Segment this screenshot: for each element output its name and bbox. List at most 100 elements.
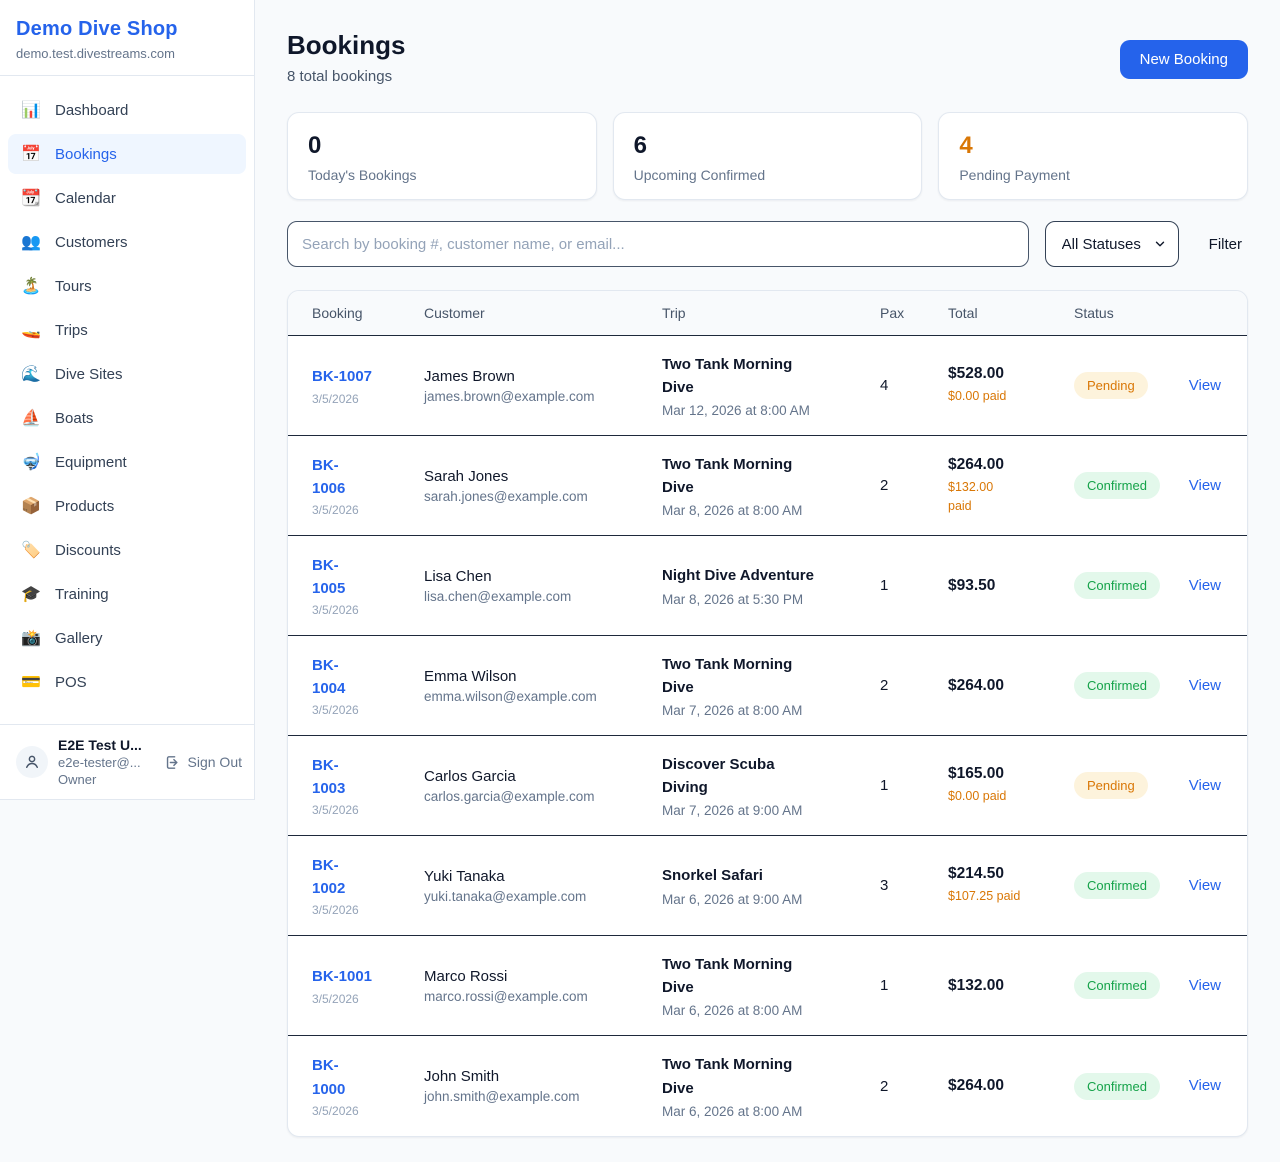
booking-id-link[interactable]: BK- 1006: [312, 456, 346, 497]
filters-row: All Statuses Filter: [287, 221, 1248, 267]
sidebar-item-label: Bookings: [55, 145, 117, 163]
sidebar: Demo Dive Shop demo.test.divestreams.com…: [0, 0, 255, 800]
user-meta: E2E Test U... e2e-tester@... Owner: [58, 737, 154, 787]
customer-name: Yuki Tanaka: [424, 867, 505, 885]
customer-name: John Smith: [424, 1068, 500, 1085]
view-link[interactable]: View: [1188, 376, 1221, 394]
sailboat-icon: ⛵: [21, 410, 41, 427]
booking-id-link[interactable]: BK- 1000: [312, 1057, 346, 1098]
calendar-icon: 📅: [21, 146, 41, 163]
trip-datetime: Mar 8, 2026 at 8:00 AM: [662, 503, 803, 519]
paid-amount: $132.00 paid: [948, 479, 994, 513]
sidebar-item-label: Discounts: [55, 541, 121, 559]
status-badge: Confirmed: [1074, 872, 1160, 899]
stat-card-upcoming-confirmed: 6 Upcoming Confirmed: [612, 112, 923, 200]
sidebar-item-dive-sites[interactable]: 🌊 Dive Sites: [8, 354, 246, 394]
sidebar-item-label: Equipment: [55, 453, 127, 471]
table-row: BK- 1006 3/5/2026 Sarah Jones sarah.jone…: [288, 436, 1247, 536]
trip-datetime: Mar 7, 2026 at 9:00 AM: [662, 803, 803, 819]
status-badge: Confirmed: [1074, 572, 1160, 599]
user-footer: E2E Test U... e2e-tester@... Owner Sign …: [0, 724, 254, 799]
booking-date: 3/5/2026: [312, 603, 359, 618]
sidebar-item-label: Boats: [55, 409, 94, 427]
sidebar-item-label: Gallery: [55, 629, 103, 647]
total-amount: $132.00: [948, 976, 1005, 994]
pax-count: 2: [880, 1077, 889, 1095]
sidebar-item-gallery[interactable]: 📸 Gallery: [8, 618, 246, 658]
trip-name: Two Tank Morning Dive: [662, 955, 793, 996]
stat-label: Pending Payment: [959, 167, 1070, 183]
trip-datetime: Mar 12, 2026 at 8:00 AM: [662, 403, 810, 419]
trip-name: Two Tank Morning Dive: [662, 1056, 793, 1097]
view-link[interactable]: View: [1188, 876, 1221, 894]
sidebar-item-calendar[interactable]: 📆 Calendar: [8, 178, 246, 218]
stat-label: Upcoming Confirmed: [633, 167, 766, 183]
col-pax: Pax: [880, 305, 905, 321]
sidebar-item-tours[interactable]: 🏝️ Tours: [8, 266, 246, 306]
package-icon: 📦: [21, 498, 41, 515]
view-link[interactable]: View: [1188, 676, 1221, 694]
paid-amount: $0.00 paid: [948, 389, 1007, 404]
sidebar-item-discounts[interactable]: 🏷️ Discounts: [8, 530, 246, 570]
trip-datetime: Mar 6, 2026 at 8:00 AM: [662, 1103, 803, 1119]
sidebar-item-boats[interactable]: ⛵ Boats: [8, 398, 246, 438]
trip-name: Discover Scuba Diving: [662, 755, 775, 796]
booking-date: 3/5/2026: [312, 991, 359, 1006]
table-row: BK- 1000 3/5/2026 John Smith john.smith@…: [288, 1036, 1247, 1136]
bookings-table: Booking Customer Trip Pax Total Status B…: [287, 290, 1248, 1137]
view-link[interactable]: View: [1188, 576, 1221, 594]
island-icon: 🏝️: [21, 278, 41, 295]
booking-date: 3/5/2026: [312, 803, 359, 818]
pax-count: 2: [880, 477, 889, 494]
bar-chart-icon: 📊: [21, 102, 41, 119]
booking-id-link[interactable]: BK-1001: [312, 968, 373, 986]
pax-count: 2: [880, 677, 889, 694]
view-link[interactable]: View: [1188, 976, 1221, 994]
col-trip: Trip: [662, 305, 686, 321]
table-row: BK- 1005 3/5/2026 Lisa Chen lisa.chen@ex…: [288, 536, 1247, 636]
booking-id-link[interactable]: BK-1007: [312, 368, 373, 386]
status-select[interactable]: All Statuses: [1044, 221, 1179, 267]
sidebar-item-bookings[interactable]: 📅 Bookings: [8, 134, 246, 174]
search-input[interactable]: [287, 221, 1029, 267]
sidebar-item-equipment[interactable]: 🤿 Equipment: [8, 442, 246, 482]
booking-id-link[interactable]: BK- 1003: [312, 756, 346, 797]
stat-value: 0: [308, 132, 322, 159]
people-icon: 👥: [21, 234, 41, 251]
col-booking: Booking: [312, 305, 363, 321]
total-amount: $264.00: [948, 455, 1005, 473]
tear-off-calendar-icon: 📆: [21, 190, 41, 207]
booking-id-link[interactable]: BK- 1002: [312, 856, 346, 897]
booking-id-link[interactable]: BK- 1004: [312, 656, 346, 697]
pax-count: 1: [880, 977, 889, 994]
booking-id-link[interactable]: BK- 1005: [312, 556, 346, 597]
sidebar-item-dashboard[interactable]: 📊 Dashboard: [8, 90, 246, 130]
sidebar-item-pos[interactable]: 💳 POS: [8, 662, 246, 702]
page-subtitle: 8 total bookings: [287, 68, 393, 85]
customer-email: james.brown@example.com: [424, 388, 595, 404]
sidebar-item-customers[interactable]: 👥 Customers: [8, 222, 246, 262]
logout-icon: [166, 755, 177, 769]
user-email: e2e-tester@...: [58, 755, 141, 770]
trip-datetime: Mar 6, 2026 at 8:00 AM: [662, 1003, 803, 1019]
status-badge: Pending: [1074, 772, 1148, 799]
filter-button[interactable]: Filter: [1208, 235, 1242, 253]
sign-out-button[interactable]: Sign Out: [164, 754, 242, 771]
sidebar-item-trips[interactable]: 🚤 Trips: [8, 310, 246, 350]
booking-date: 3/5/2026: [312, 1103, 359, 1118]
view-link[interactable]: View: [1188, 776, 1221, 794]
status-badge: Confirmed: [1074, 672, 1160, 699]
sidebar-item-training[interactable]: 🎓 Training: [8, 574, 246, 614]
pax-count: 1: [880, 777, 889, 794]
customer-email: yuki.tanaka@example.com: [424, 888, 587, 904]
sidebar-item-label: Customers: [55, 233, 128, 251]
customer-name: Marco Rossi: [424, 967, 508, 985]
wave-icon: 🌊: [21, 366, 41, 383]
sidebar-item-products[interactable]: 📦 Products: [8, 486, 246, 526]
customer-name: Sarah Jones: [424, 467, 509, 485]
tag-icon: 🏷️: [21, 542, 41, 559]
new-booking-button[interactable]: New Booking: [1119, 40, 1248, 79]
view-link[interactable]: View: [1188, 1077, 1221, 1094]
total-amount: $93.50: [948, 576, 996, 594]
view-link[interactable]: View: [1188, 476, 1221, 494]
